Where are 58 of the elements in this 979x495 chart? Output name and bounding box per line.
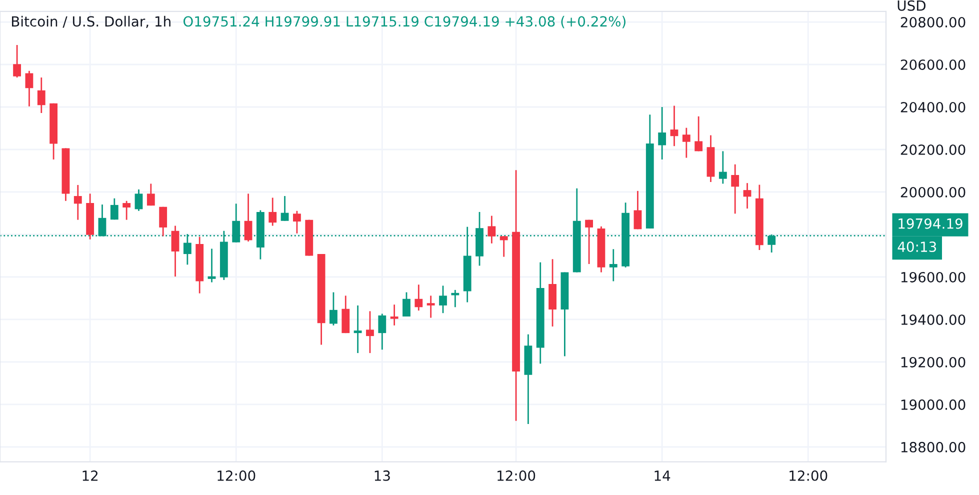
candlestick <box>658 106 666 160</box>
candlestick <box>670 105 678 147</box>
candlestick <box>25 70 34 108</box>
y-tick-label: 20200.00 <box>900 144 966 155</box>
x-tick-label: 13 <box>374 470 390 481</box>
candlestick <box>159 206 168 237</box>
candlestick <box>488 215 496 244</box>
y-tick-label: 20800.00 <box>900 16 966 28</box>
candlestick <box>390 304 398 326</box>
candlestick <box>585 219 593 265</box>
candlestick <box>451 289 460 308</box>
candlestick <box>609 248 618 282</box>
candlestick <box>146 183 155 206</box>
candlestick <box>171 225 180 278</box>
y-tick-label: 19000.00 <box>901 399 966 410</box>
x-tick-label: 12:00 <box>790 470 828 481</box>
candlestick <box>366 310 374 354</box>
candlestick <box>378 313 386 350</box>
candlestick <box>354 304 362 354</box>
candlestick <box>718 150 727 184</box>
ref-line-label: 19794.19 <box>898 218 962 229</box>
y-tick-label: 19200.00 <box>901 356 966 368</box>
candlestick <box>208 248 216 283</box>
candlestick <box>122 200 131 221</box>
candlestick <box>280 195 289 222</box>
x-tick-label: 12 <box>82 470 98 481</box>
candlestick <box>414 284 423 312</box>
text: 40:13 <box>898 242 936 252</box>
candlestick <box>402 292 410 318</box>
candlestick <box>13 44 21 78</box>
candlestick <box>634 190 642 230</box>
y-axis-title: USD <box>898 0 926 11</box>
candlestick <box>293 210 301 234</box>
candlestick <box>110 198 118 220</box>
y-tick-label: 19600.00 <box>901 272 966 282</box>
y-tick-label: 20600.00 <box>900 59 966 70</box>
candlestick <box>244 192 252 242</box>
candlestick <box>426 294 435 318</box>
y-tick-label: 19400.00 <box>901 314 966 325</box>
x-tick-label: 12:00 <box>218 470 256 481</box>
y-tick-label: 18800.00 <box>901 442 966 452</box>
annotation: O19751.24 H19799.91 L19715.19 C19794.19 +43.08 (+0.22%) <box>183 16 626 28</box>
candlestick <box>74 184 82 221</box>
candlestick <box>37 76 46 114</box>
candlestick <box>743 182 752 210</box>
candlestick <box>731 164 740 214</box>
y-tick-label: 20000.00 <box>900 186 966 198</box>
candlestick <box>500 235 508 258</box>
y-tick-label: 20400.00 <box>900 102 966 112</box>
x-tick-label: 12:00 <box>498 470 536 481</box>
candlestick <box>330 292 338 326</box>
candlestick <box>439 284 447 314</box>
chart-title: Bitcoin / U.S. Dollar, 1h <box>12 16 170 28</box>
candlestick <box>134 188 143 212</box>
candlestick <box>268 197 277 226</box>
candlestick <box>694 116 703 152</box>
x-tick-label: 14 <box>654 470 670 481</box>
candlestick <box>682 127 690 158</box>
